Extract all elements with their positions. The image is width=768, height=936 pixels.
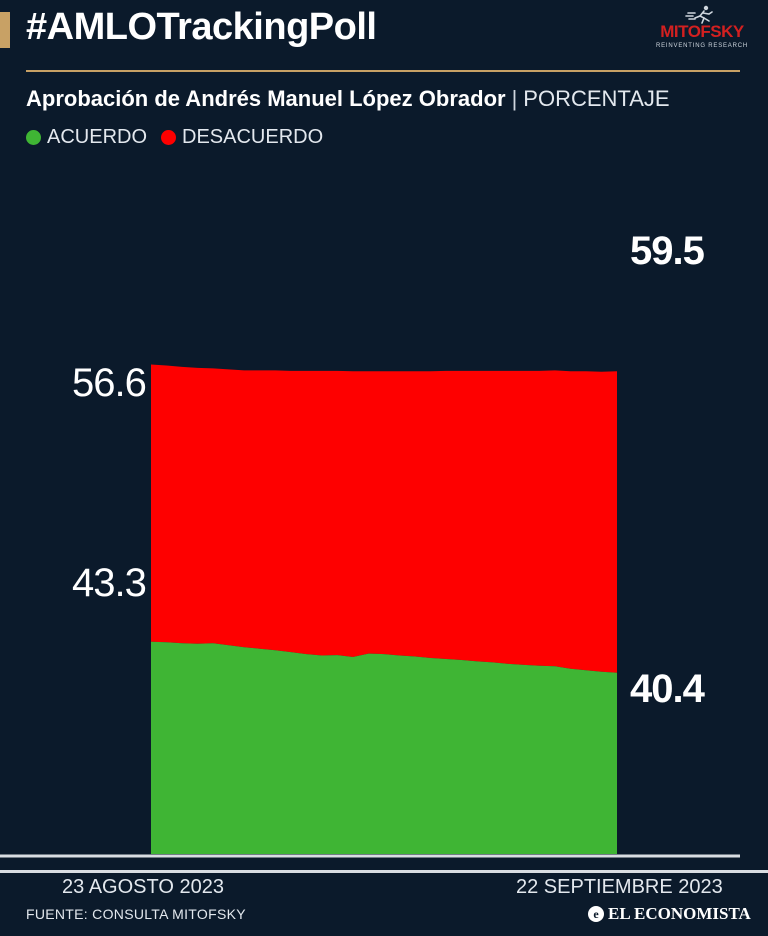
publisher-icon: e xyxy=(588,906,604,922)
accent-bar xyxy=(0,12,10,48)
legend-swatch-desacuerdo xyxy=(161,130,177,145)
legend-label-acuerdo: ACUERDO xyxy=(47,126,148,148)
legend-item-desacuerdo: DESACUERDO xyxy=(161,126,323,149)
hashtag-title: #AMLOTrackingPoll xyxy=(26,6,377,48)
legend: ACUERDO DESACUERDO xyxy=(26,126,337,149)
header-divider xyxy=(26,70,740,72)
legend-label-desacuerdo: DESACUERDO xyxy=(182,126,324,148)
date-start: 23 AGOSTO 2023 xyxy=(62,876,224,898)
label-acuerdo-start: 43.3 xyxy=(72,561,146,605)
mitofsky-logo: MITOFSKY REINVENTING RESEARCH xyxy=(652,4,752,56)
runner-icon xyxy=(685,5,713,24)
legend-swatch-acuerdo xyxy=(26,130,41,145)
source-note: FUENTE: CONSULTA MITOFSKY xyxy=(26,906,246,922)
brand-tagline: REINVENTING RESEARCH xyxy=(655,43,748,49)
area-desacuerdo xyxy=(151,364,617,673)
chart-subtitle: Aprobación de Andrés Manuel López Obrado… xyxy=(26,86,670,112)
brand-name: MITOFSKY xyxy=(660,22,744,41)
publisher-name: EL ECONOMISTA xyxy=(608,904,751,923)
label-acuerdo-end: 40.4 xyxy=(630,667,706,711)
subtitle-separator: | xyxy=(511,86,518,111)
subtitle-main: Aprobación de Andrés Manuel López Obrado… xyxy=(26,86,506,111)
label-desacuerdo-start: 56.6 xyxy=(72,361,146,405)
publisher-logo: e EL ECONOMISTA xyxy=(588,904,751,924)
footer-divider xyxy=(0,870,768,873)
legend-item-acuerdo: ACUERDO xyxy=(26,126,147,149)
area-acuerdo xyxy=(151,641,617,854)
label-desacuerdo-end: 59.5 xyxy=(630,229,705,273)
subtitle-unit: PORCENTAJE xyxy=(523,86,670,111)
date-end: 22 SEPTIEMBRE 2023 xyxy=(516,876,723,898)
